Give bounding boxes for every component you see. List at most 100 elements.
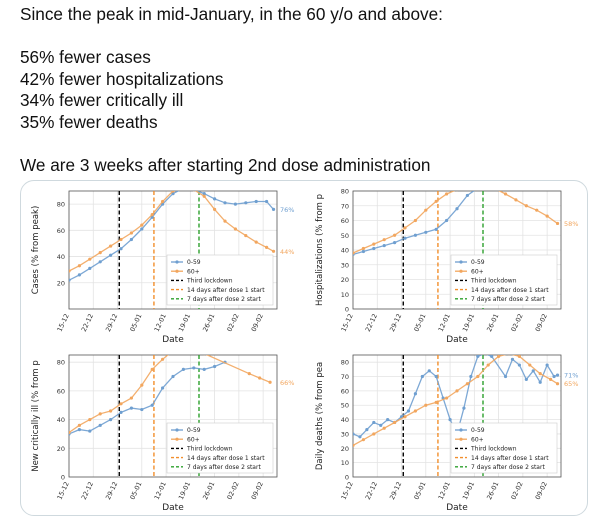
x-tick-label: 09-02 [250, 480, 265, 501]
legend-marker [459, 437, 463, 441]
data-point [413, 409, 417, 413]
x-tick-label: 15-12 [340, 480, 355, 501]
data-point [98, 423, 102, 427]
data-point [382, 243, 386, 248]
x-axis-label: Date [162, 335, 184, 345]
x-tick-label: 05-01 [128, 480, 143, 501]
x-tick-label: 29-12 [388, 312, 403, 333]
data-point [203, 355, 205, 356]
data-point [268, 380, 272, 384]
data-point [393, 233, 397, 237]
data-point [353, 251, 355, 255]
x-tick-label: 22-12 [364, 480, 379, 501]
tweet-media-card[interactable]: 20 40 60 80 15-12 22-12 29-12 05-01 12-01 19-01 26… [20, 180, 588, 516]
legend-label: 14 days after dose 1 start [471, 455, 549, 462]
data-point [77, 273, 81, 277]
y-tick-label: 20 [341, 276, 349, 284]
legend-label: 60+ [187, 436, 200, 443]
data-point [386, 417, 390, 422]
data-point [424, 230, 428, 234]
x-tick-label: 09-02 [250, 312, 265, 333]
tweet-line-6: We are 3 weeks after starting 2nd dose a… [20, 154, 431, 175]
data-point [69, 278, 71, 282]
data-point [119, 402, 123, 406]
y-axis-label: Daily deaths (% from pea [315, 362, 325, 470]
data-point [524, 377, 528, 381]
legend-marker [175, 428, 179, 432]
data-point [161, 199, 165, 204]
x-tick-label: 19-01 [461, 312, 476, 333]
data-point [487, 185, 490, 187]
data-point [382, 426, 386, 430]
data-point [555, 221, 560, 226]
data-point [361, 249, 365, 254]
x-tick-label: 19-01 [177, 480, 192, 501]
data-point [486, 363, 490, 367]
x-tick-label: 19-01 [461, 480, 476, 501]
data-point [181, 367, 185, 371]
legend-label: 7 days after dose 2 start [187, 464, 261, 471]
data-point [403, 236, 407, 240]
data-point [192, 366, 196, 370]
x-tick-label: 15-12 [340, 312, 355, 333]
legend-label: 60+ [187, 268, 200, 275]
data-point [465, 382, 469, 386]
data-point [140, 407, 144, 412]
data-point [150, 403, 154, 407]
y-tick-label: 0 [61, 474, 65, 482]
y-tick-label: 70 [341, 202, 349, 210]
y-tick-label: 10 [341, 291, 349, 299]
plot-frame [68, 354, 278, 478]
y-tick-label: 0 [345, 306, 349, 314]
data-point [434, 199, 438, 203]
x-tick-label: 02-02 [225, 480, 240, 501]
x-tick-label: 02-02 [509, 312, 524, 333]
data-point [487, 185, 490, 187]
data-point [223, 201, 227, 205]
y-tick-label: 70 [341, 373, 349, 381]
data-point [445, 396, 449, 400]
data-point [129, 231, 133, 235]
series-line-0-59 [353, 191, 475, 256]
y-tick-label: 0 [345, 474, 349, 482]
data-point [258, 376, 262, 380]
chart-critically-ill: 0 20 40 60 80 15-12 22-12 29-12 05-01 12-01 19-01 2… [31, 354, 294, 513]
data-point [465, 193, 469, 198]
data-point [503, 374, 508, 379]
end-value-label: 71% [564, 372, 578, 380]
legend-marker [459, 428, 463, 432]
y-tick-label: 80 [341, 188, 349, 196]
data-point [98, 412, 102, 416]
data-point [510, 357, 515, 361]
data-point [393, 241, 397, 245]
legend-label: 0-59 [187, 259, 201, 266]
tweet-line-4: 34% fewer critically ill [20, 90, 184, 110]
data-point [69, 269, 71, 273]
legend-box [450, 254, 558, 306]
legend-marker [175, 260, 179, 264]
y-axis-label: New critically ill (% from p [31, 360, 41, 472]
data-point [484, 355, 486, 356]
legend-marker [459, 269, 463, 273]
data-point [140, 227, 144, 231]
y-tick-label: 60 [57, 227, 65, 235]
legend-label: 14 days after dose 1 start [187, 287, 265, 294]
data-point [476, 185, 479, 187]
data-point [555, 382, 560, 386]
data-point [77, 428, 81, 432]
data-point [233, 202, 237, 206]
data-point [545, 363, 549, 367]
legend-marker [175, 437, 179, 441]
legend-label: Third lockdown [186, 446, 233, 453]
x-tick-label: 29-12 [104, 312, 119, 333]
data-point [413, 392, 417, 396]
x-tick-label: 05-01 [412, 312, 427, 333]
data-point [98, 260, 102, 264]
data-point [88, 429, 92, 433]
data-point [517, 355, 521, 359]
data-point [88, 266, 92, 270]
data-point [434, 400, 438, 404]
data-point [393, 420, 397, 425]
data-point [119, 410, 123, 415]
data-point [379, 423, 383, 427]
